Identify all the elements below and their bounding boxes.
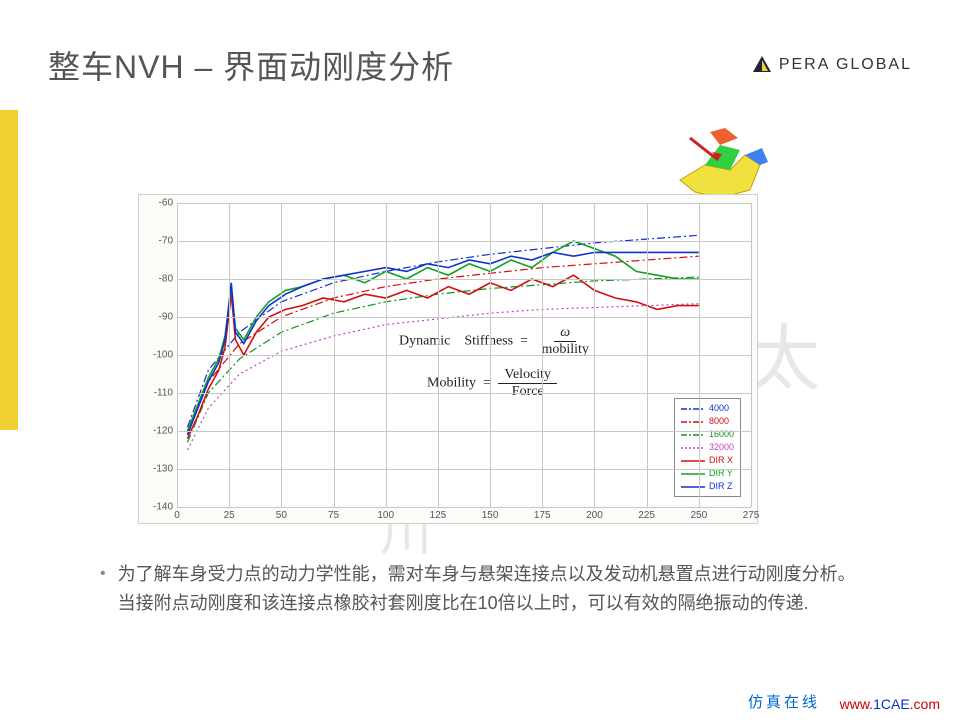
legend-item: 8000 [681,415,734,428]
xtick: 175 [534,510,551,521]
body-text: • 为了解车身受力点的动力学性能，需对车身与悬架连接点以及发动机悬置点进行动刚度… [100,560,860,618]
ytick: -80 [145,274,173,285]
xtick: 275 [743,510,760,521]
accent-bar [0,110,18,430]
xtick: 125 [430,510,447,521]
footer-url-part-1: www. [840,696,873,712]
legend-item: 32000 [681,441,734,454]
watermark-char-1: 太 [748,300,820,405]
chart-legend: 400080001600032000DIR XDIR YDIR Z [674,398,741,497]
formula-1-num: ω [554,325,576,342]
footer-url-part-2: 1CAE [873,696,910,712]
legend-item: DIR X [681,454,734,467]
legend-item: 4000 [681,402,734,415]
ytick: -130 [145,464,173,475]
footer-url-part-3: .com [910,696,940,712]
formula-1-lhs: Dynamic Stiffness = [399,334,528,349]
bullet-icon: • [100,560,106,618]
formula-dynamic-stiffness: Dynamic Stiffness = ω mobility [399,325,599,358]
legend-item: 16000 [681,428,734,441]
xtick: 50 [276,510,287,521]
logo-text: PERA GLOBAL [779,56,912,74]
ytick: -140 [145,502,173,513]
formula-mobility: Mobility = Velocity Force [427,367,561,400]
formula-2-lhs: Mobility = [427,376,491,391]
ytick: -120 [145,426,173,437]
logo-icon [751,54,773,76]
formula-2-num: Velocity [498,367,557,384]
legend-item: DIR Z [681,480,734,493]
ytick: -90 [145,312,173,323]
xtick: 100 [377,510,394,521]
stiffness-chart: Dynamic Stiffness = ω mobility Mobility … [138,194,758,524]
xtick: 250 [690,510,707,521]
xtick: 200 [586,510,603,521]
xtick: 225 [638,510,655,521]
xtick: 25 [224,510,235,521]
page-title: 整车NVH – 界面动刚度分析 [48,42,454,88]
xtick: 0 [174,510,180,521]
ytick: -60 [145,198,173,209]
ytick: -100 [145,350,173,361]
logo: PERA GLOBAL [751,54,912,76]
header: 整车NVH – 界面动刚度分析 PERA GLOBAL [48,42,912,88]
body-paragraph: 为了解车身受力点的动力学性能，需对车身与悬架连接点以及发动机悬置点进行动刚度分析… [118,560,860,618]
footer-brand: 仿真在线 [748,691,820,712]
xtick: 150 [482,510,499,521]
ytick: -110 [145,388,173,399]
footer-url: www.1CAE.com [840,696,940,712]
xtick: 75 [328,510,339,521]
ytick: -70 [145,236,173,247]
